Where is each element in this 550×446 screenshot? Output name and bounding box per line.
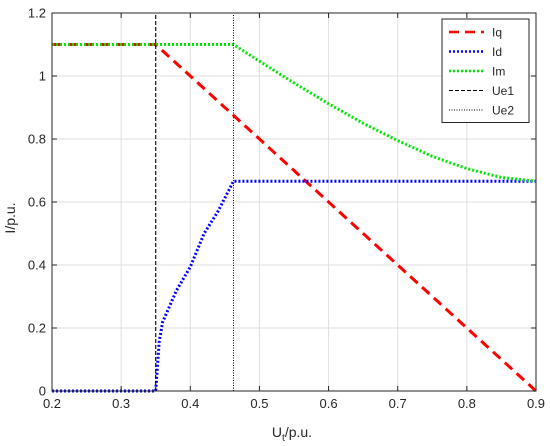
- series-line-id: [52, 179, 536, 393]
- ticks: 0.2 0.3 0.4 0.5 0.6 0.7 0.8 0.900.20.40.60.811.…: [28, 6, 545, 412]
- legend-box: [441, 18, 530, 123]
- x-axis-label-subscript: t: [282, 433, 285, 444]
- y-tick-label: 0.2: [28, 321, 46, 336]
- x-axis-label-unit: /p.u.: [285, 424, 312, 440]
- series-line-iq: [52, 43, 538, 393]
- series-group: [52, 13, 538, 393]
- legend-label-iq: Iq: [492, 26, 502, 40]
- legend-label-ue1: Ue1: [492, 84, 514, 98]
- y-tick-label: 0.8: [28, 132, 46, 147]
- legend-label-im: Im: [492, 65, 505, 79]
- x-tick-label: 0.7: [389, 396, 407, 411]
- x-tick-label: 0.9: [527, 396, 545, 411]
- y-tick-label: 0.6: [28, 195, 46, 210]
- x-axis-label-main: U: [272, 424, 282, 440]
- x-tick-label: 0.4: [181, 396, 199, 411]
- x-tick-label: 0.8: [458, 396, 476, 411]
- series-line-im: [52, 43, 537, 183]
- x-tick-label: 0.6: [320, 396, 338, 411]
- y-tick-label: 1: [39, 69, 46, 84]
- x-tick-label: 0.2: [43, 396, 61, 411]
- x-tick-label: 0.5: [250, 396, 268, 411]
- x-axis-label: Ut/p.u.: [272, 424, 312, 444]
- x-tick-label: 0.3: [112, 396, 130, 411]
- y-tick-label: 0: [39, 384, 46, 399]
- y-tick-label: 1.2: [28, 6, 46, 21]
- legend-label-ue2: Ue2: [492, 104, 514, 118]
- legend: Iq Id Im Ue1 Ue2: [441, 18, 530, 123]
- y-tick-label: 0.4: [28, 258, 46, 273]
- y-axis-label: I/p.u.: [2, 202, 18, 233]
- legend-label-id: Id: [492, 45, 502, 59]
